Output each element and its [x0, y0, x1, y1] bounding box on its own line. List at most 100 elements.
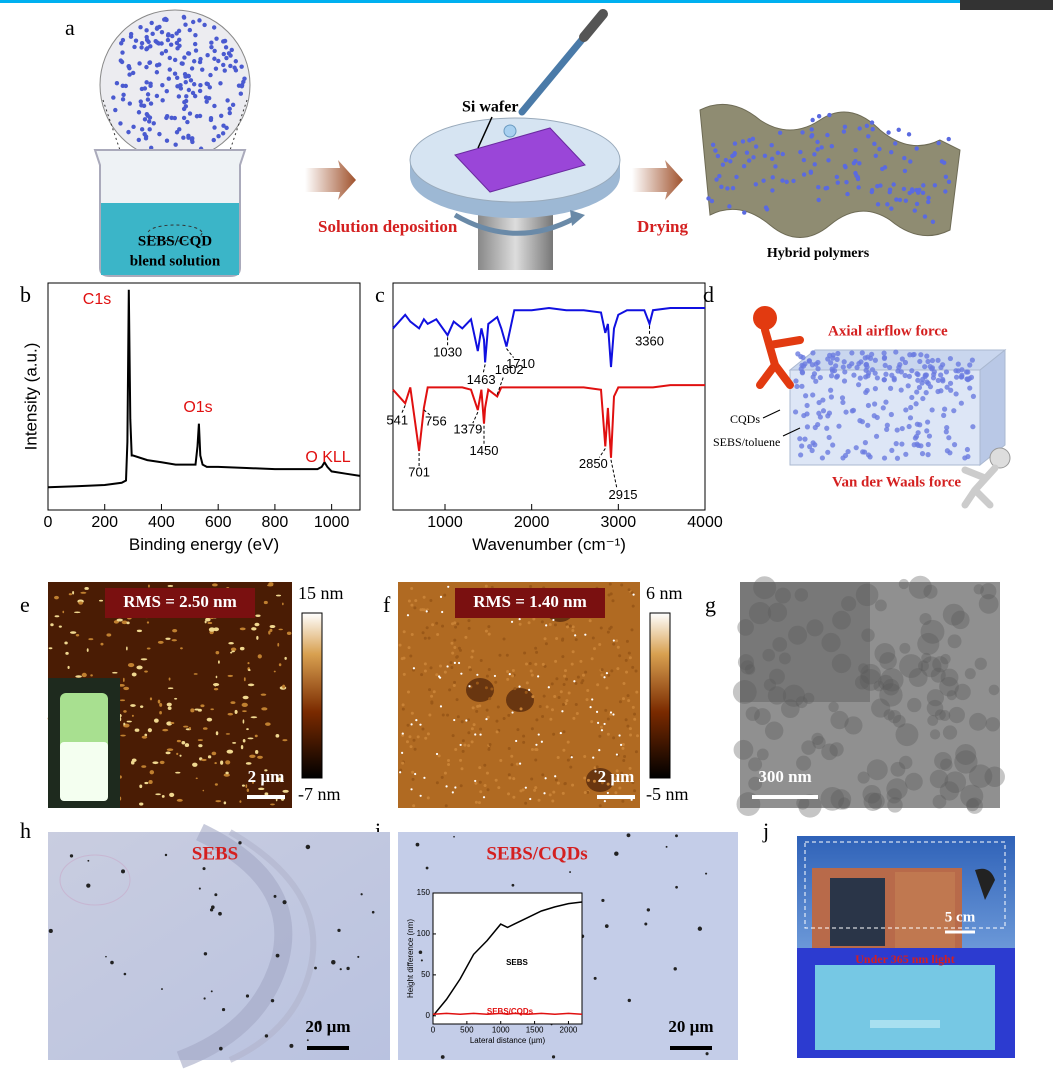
- dot: [808, 169, 814, 174]
- dot: [829, 368, 836, 374]
- grain: [498, 653, 502, 657]
- grain: [242, 719, 245, 724]
- dot: [914, 371, 920, 377]
- grain: [123, 686, 130, 691]
- grain: [214, 762, 217, 765]
- dot: [202, 22, 207, 28]
- dot: [828, 373, 835, 379]
- dot: [884, 422, 890, 428]
- dot: [798, 149, 803, 155]
- y-tick-label: 0: [426, 1011, 431, 1020]
- grain: [523, 651, 527, 655]
- grain: [270, 803, 275, 806]
- dot: [894, 427, 900, 433]
- dot: [225, 98, 230, 103]
- dot: [810, 440, 816, 446]
- dot: [127, 66, 132, 71]
- dot: [834, 174, 840, 180]
- particle: [508, 673, 511, 676]
- grain: [241, 702, 248, 708]
- dot: [200, 67, 205, 72]
- grain: [565, 677, 569, 681]
- dot: [886, 364, 893, 371]
- grain: [440, 775, 444, 779]
- dot: [798, 366, 804, 372]
- particle: [929, 769, 949, 789]
- particle: [874, 599, 887, 612]
- grain: [100, 642, 104, 646]
- grain: [183, 725, 189, 728]
- particle: [806, 619, 824, 637]
- beaker-text: blend solution: [130, 253, 221, 269]
- particle: [871, 698, 891, 718]
- dot: [714, 177, 719, 182]
- dot: [828, 360, 834, 366]
- particle: [401, 732, 404, 735]
- data-line: [47, 289, 361, 489]
- pipette: [579, 9, 608, 42]
- peak-label: 1030: [433, 345, 462, 360]
- dot: [843, 409, 849, 415]
- dot: [869, 367, 876, 373]
- grain: [258, 787, 265, 791]
- dot: [176, 28, 182, 34]
- grain: [475, 709, 479, 713]
- top-tab: [960, 0, 1053, 10]
- grain: [496, 705, 500, 709]
- grain: [410, 587, 414, 591]
- grain: [54, 615, 60, 618]
- arrow: [305, 160, 356, 200]
- grain: [484, 686, 488, 690]
- grain: [609, 712, 613, 716]
- grain: [583, 754, 587, 758]
- dot: [183, 22, 188, 27]
- grain: [607, 673, 611, 677]
- particle: [446, 665, 449, 668]
- dot: [230, 102, 236, 108]
- particle: [923, 584, 938, 599]
- grain: [428, 713, 432, 717]
- dot: [816, 184, 821, 190]
- x-tick-label: 500: [460, 1026, 474, 1035]
- speck: [420, 959, 423, 962]
- dot: [795, 351, 801, 357]
- dot: [170, 33, 175, 39]
- grain: [627, 651, 631, 655]
- particle: [474, 779, 477, 783]
- grain: [157, 640, 164, 644]
- grain: [242, 710, 247, 713]
- dot: [801, 157, 807, 163]
- dot: [857, 375, 863, 381]
- dot: [151, 121, 156, 126]
- rms-label: RMS = 2.50 nm: [123, 592, 237, 611]
- dot: [869, 189, 874, 195]
- particle: [544, 777, 547, 780]
- speck: [675, 834, 678, 838]
- grain: [631, 604, 635, 608]
- grain: [460, 767, 464, 771]
- grain: [75, 675, 82, 678]
- grain: [50, 623, 54, 627]
- grain: [534, 747, 538, 751]
- grain: [625, 639, 629, 643]
- grain: [214, 684, 217, 687]
- particle: [609, 711, 613, 714]
- grain: [273, 670, 276, 673]
- plot-frame: [392, 282, 706, 511]
- dot: [220, 131, 226, 136]
- grain: [242, 738, 246, 743]
- dot: [131, 124, 136, 130]
- dot: [185, 119, 190, 125]
- grain: [200, 704, 205, 708]
- grain: [247, 662, 250, 665]
- dot: [930, 219, 936, 224]
- grain: [455, 698, 459, 702]
- dot: [944, 425, 950, 431]
- dot: [924, 353, 930, 359]
- dot: [918, 352, 924, 358]
- particle: [612, 639, 615, 642]
- dot: [953, 374, 960, 380]
- dot: [919, 451, 926, 457]
- image-title: SEBS/CQDs: [486, 843, 587, 864]
- dot: [193, 32, 198, 38]
